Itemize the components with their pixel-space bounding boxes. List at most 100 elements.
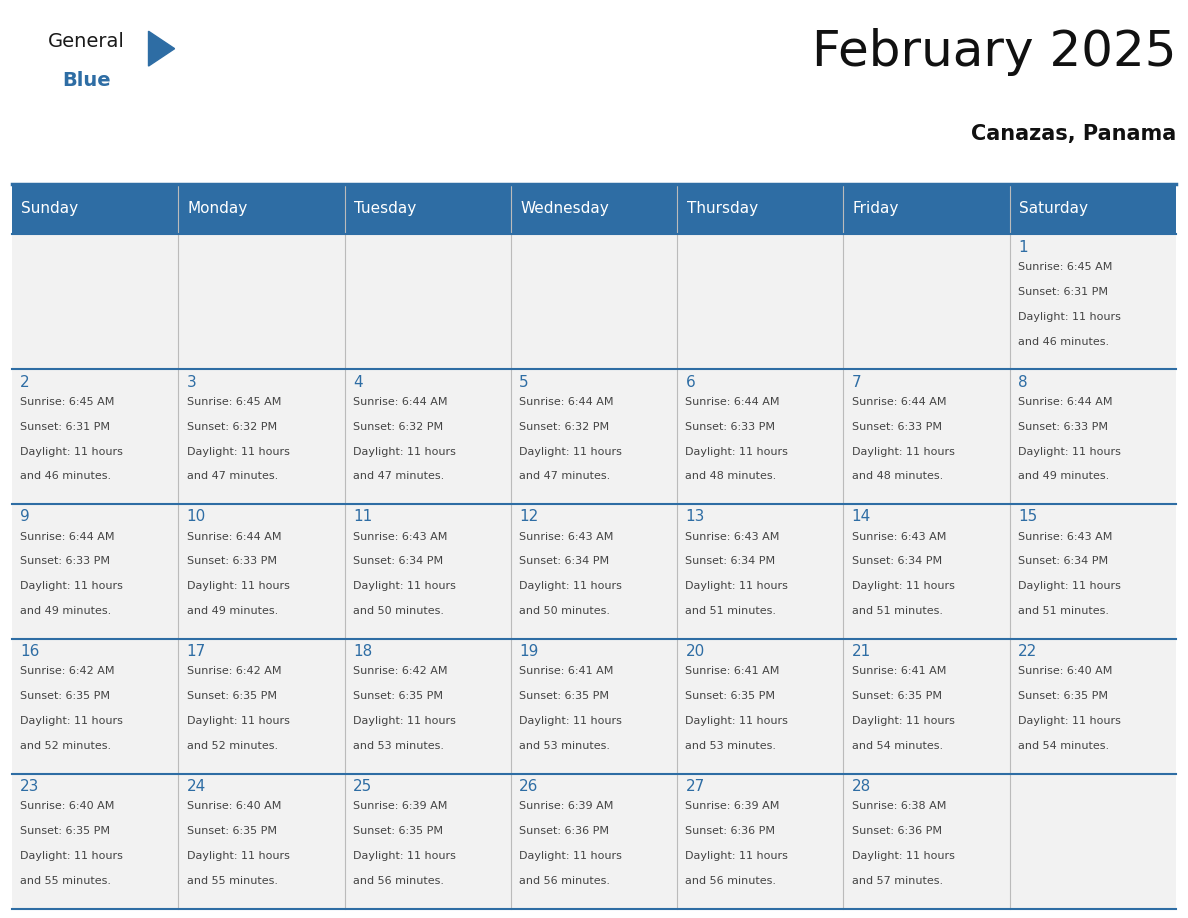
Bar <box>178 774 345 909</box>
Text: Sunrise: 6:44 AM: Sunrise: 6:44 AM <box>685 397 781 407</box>
Text: 26: 26 <box>519 779 538 794</box>
Bar <box>178 639 345 774</box>
Bar <box>511 639 677 774</box>
Text: 28: 28 <box>852 779 871 794</box>
Text: Sunrise: 6:42 AM: Sunrise: 6:42 AM <box>353 666 448 677</box>
Text: Sunset: 6:34 PM: Sunset: 6:34 PM <box>685 556 776 566</box>
Text: Sunset: 6:34 PM: Sunset: 6:34 PM <box>353 556 443 566</box>
Bar <box>12 639 178 774</box>
Bar <box>843 639 1010 774</box>
Polygon shape <box>148 31 175 66</box>
Bar <box>677 504 843 639</box>
Text: Sunset: 6:34 PM: Sunset: 6:34 PM <box>852 556 942 566</box>
Text: Sunset: 6:31 PM: Sunset: 6:31 PM <box>20 421 110 431</box>
Text: and 47 minutes.: and 47 minutes. <box>187 472 278 481</box>
Text: Daylight: 11 hours: Daylight: 11 hours <box>353 581 456 591</box>
Text: Sunday: Sunday <box>21 201 78 217</box>
Bar <box>345 639 511 774</box>
Text: Daylight: 11 hours: Daylight: 11 hours <box>685 851 789 861</box>
Text: and 49 minutes.: and 49 minutes. <box>187 607 278 616</box>
Text: Daylight: 11 hours: Daylight: 11 hours <box>685 446 789 456</box>
Text: 3: 3 <box>187 375 196 389</box>
Text: Daylight: 11 hours: Daylight: 11 hours <box>187 851 290 861</box>
Text: and 50 minutes.: and 50 minutes. <box>519 607 611 616</box>
Bar <box>178 184 345 234</box>
Text: and 53 minutes.: and 53 minutes. <box>353 742 444 751</box>
Text: Sunset: 6:35 PM: Sunset: 6:35 PM <box>20 826 110 836</box>
Text: Sunrise: 6:39 AM: Sunrise: 6:39 AM <box>519 801 613 812</box>
Text: Sunset: 6:33 PM: Sunset: 6:33 PM <box>20 556 110 566</box>
Bar <box>843 504 1010 639</box>
Text: Sunset: 6:35 PM: Sunset: 6:35 PM <box>353 826 443 836</box>
Text: and 53 minutes.: and 53 minutes. <box>519 742 611 751</box>
Text: Daylight: 11 hours: Daylight: 11 hours <box>1018 446 1121 456</box>
Bar <box>345 504 511 639</box>
Text: Sunrise: 6:44 AM: Sunrise: 6:44 AM <box>353 397 448 407</box>
Text: Sunrise: 6:44 AM: Sunrise: 6:44 AM <box>519 397 614 407</box>
Text: and 54 minutes.: and 54 minutes. <box>852 742 943 751</box>
Text: Daylight: 11 hours: Daylight: 11 hours <box>685 581 789 591</box>
Text: and 52 minutes.: and 52 minutes. <box>187 742 278 751</box>
Text: and 49 minutes.: and 49 minutes. <box>20 607 112 616</box>
Bar <box>677 774 843 909</box>
Text: Sunrise: 6:44 AM: Sunrise: 6:44 AM <box>20 532 115 542</box>
Text: Sunrise: 6:45 AM: Sunrise: 6:45 AM <box>20 397 114 407</box>
Text: Sunset: 6:35 PM: Sunset: 6:35 PM <box>20 691 110 701</box>
Text: Sunset: 6:32 PM: Sunset: 6:32 PM <box>519 421 609 431</box>
Bar <box>511 369 677 504</box>
Text: 13: 13 <box>685 509 704 524</box>
Text: Blue: Blue <box>62 71 110 90</box>
Bar <box>843 369 1010 504</box>
Text: and 55 minutes.: and 55 minutes. <box>20 877 112 886</box>
Text: Sunset: 6:36 PM: Sunset: 6:36 PM <box>852 826 942 836</box>
Bar <box>511 504 677 639</box>
Bar <box>1010 774 1176 909</box>
Text: 24: 24 <box>187 779 206 794</box>
Text: Sunrise: 6:41 AM: Sunrise: 6:41 AM <box>852 666 946 677</box>
Text: and 47 minutes.: and 47 minutes. <box>353 472 444 481</box>
Text: Sunset: 6:35 PM: Sunset: 6:35 PM <box>187 826 277 836</box>
Text: 10: 10 <box>187 509 206 524</box>
Text: Daylight: 11 hours: Daylight: 11 hours <box>852 581 955 591</box>
Bar <box>178 234 345 369</box>
Text: and 56 minutes.: and 56 minutes. <box>519 877 611 886</box>
Text: 11: 11 <box>353 509 372 524</box>
Text: and 53 minutes.: and 53 minutes. <box>685 742 777 751</box>
Text: Wednesday: Wednesday <box>520 201 609 217</box>
Text: Sunrise: 6:39 AM: Sunrise: 6:39 AM <box>353 801 447 812</box>
Bar <box>1010 184 1176 234</box>
Text: Sunset: 6:35 PM: Sunset: 6:35 PM <box>519 691 609 701</box>
Bar <box>511 774 677 909</box>
Text: February 2025: February 2025 <box>811 28 1176 75</box>
Text: 7: 7 <box>852 375 861 389</box>
Text: Sunrise: 6:45 AM: Sunrise: 6:45 AM <box>187 397 280 407</box>
Text: 25: 25 <box>353 779 372 794</box>
Text: Daylight: 11 hours: Daylight: 11 hours <box>20 851 124 861</box>
Text: Sunrise: 6:44 AM: Sunrise: 6:44 AM <box>1018 397 1113 407</box>
Bar <box>345 184 511 234</box>
Text: and 55 minutes.: and 55 minutes. <box>187 877 278 886</box>
Bar <box>677 234 843 369</box>
Text: General: General <box>48 32 125 51</box>
Text: Daylight: 11 hours: Daylight: 11 hours <box>187 446 290 456</box>
Text: Sunrise: 6:39 AM: Sunrise: 6:39 AM <box>685 801 779 812</box>
Text: Daylight: 11 hours: Daylight: 11 hours <box>519 851 623 861</box>
Text: Tuesday: Tuesday <box>354 201 416 217</box>
Text: Sunrise: 6:44 AM: Sunrise: 6:44 AM <box>852 397 947 407</box>
Text: Daylight: 11 hours: Daylight: 11 hours <box>1018 581 1121 591</box>
Bar <box>843 184 1010 234</box>
Text: and 51 minutes.: and 51 minutes. <box>685 607 777 616</box>
Text: Daylight: 11 hours: Daylight: 11 hours <box>20 446 124 456</box>
Text: and 54 minutes.: and 54 minutes. <box>1018 742 1110 751</box>
Text: Sunrise: 6:38 AM: Sunrise: 6:38 AM <box>852 801 946 812</box>
Text: 18: 18 <box>353 644 372 659</box>
Text: Daylight: 11 hours: Daylight: 11 hours <box>353 851 456 861</box>
Bar <box>1010 504 1176 639</box>
Text: Thursday: Thursday <box>687 201 758 217</box>
Text: Daylight: 11 hours: Daylight: 11 hours <box>852 851 955 861</box>
Bar <box>511 234 677 369</box>
Text: Sunset: 6:33 PM: Sunset: 6:33 PM <box>1018 421 1108 431</box>
Bar <box>511 184 677 234</box>
Text: Sunrise: 6:43 AM: Sunrise: 6:43 AM <box>519 532 613 542</box>
Bar <box>12 234 178 369</box>
